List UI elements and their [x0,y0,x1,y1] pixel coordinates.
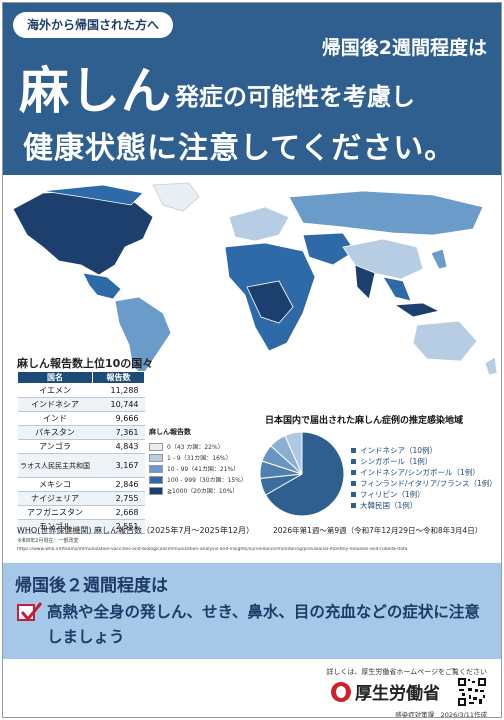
legend-bullet [351,470,356,475]
pie-legend: インドネシア（10例） シンガポール（1例） インドネシア/シンガポール（1例）… [351,445,497,511]
table-row: アフガニスタン 2,668 [17,505,145,520]
who-source: WHO(世界保健機関) 麻しん報告数（2025年7月～2025年12月） [17,526,254,535]
legend-bullet [351,459,356,464]
count-cell: 2,668 [92,505,145,520]
count-cell: 4,843 [92,439,145,454]
legend-bullet [351,492,356,497]
country-cell: モンゴル [17,519,93,534]
advice-heading: 帰国後２週間程度は [15,576,168,596]
pie-chart [259,431,345,517]
audience-badge: 海外から帰国された方へ [13,12,173,38]
pie-legend-item: 大韓民国（1例） [351,500,497,511]
ministry-logo: 厚生労働省 [331,679,440,704]
col-count: 報告数 [92,371,145,384]
count-cell: 7,361 [92,425,145,440]
country-cell: ラオス人民民主共和国 [17,453,93,478]
pie-chart-title: 日本国内で届出された麻しん症例の推定感染地域 [265,416,464,426]
pie-legend-item: シンガポール（1例） [351,456,497,467]
legend-bullet [351,448,356,453]
count-cell: 11,288 [92,383,145,398]
legend-label: 0（43 カ国：22%） [167,444,224,451]
count-cell: 2,755 [92,491,145,506]
table-row: インド 9,666 [17,411,145,426]
table-title: 麻しん報告数上位10の国々 [17,357,154,370]
legend-label: ≧1000（20カ国：10%） [167,488,239,495]
table-row: インドネシア 10,744 [17,397,145,412]
col-country: 国名 [17,371,93,384]
map-legend-row: 0（43 カ国：22%） [149,441,249,452]
source-note: 令和8年2月現在：一部改変 [17,538,79,544]
country-cell: アフガニスタン [17,505,93,520]
count-cell: 2,846 [92,477,145,492]
pie-legend-label: フィリピン（1例） [360,490,425,499]
table-row: ナイジェリア 2,755 [17,491,145,506]
japan-period: 2026年第1週～第9週（令和7年12月29日～令和8年3月4日） [273,526,483,535]
legend-bullet [351,503,356,508]
legend-swatch [149,475,163,484]
world-map-shapes [12,182,498,376]
header-banner: 海外から帰国された方へ 帰国後2週間程度は 麻しん 発症の可能性を考慮し 健康状… [3,3,501,175]
pie-legend-label: インドネシア/シンガポール（1例） [360,468,480,477]
checkbox-icon [17,602,43,622]
source-url[interactable]: https://www.who.int/teams/immunization-v… [17,547,408,552]
pie-legend-label: インドネシア（10例） [360,446,438,455]
country-cell: メキシコ [17,477,93,492]
legend-bullet [351,481,356,486]
map-legend-row: ≧1000（20カ国：10%） [149,485,249,496]
ministry-mark-icon [331,681,351,702]
count-cell: 10,744 [92,397,145,412]
table-row: ラオス人民民主共和国 3,167 [17,453,145,478]
qr-code-icon[interactable] [457,677,487,707]
map-legend: 麻しん報告数 0（43 カ国：22%） 1 - 9（31カ国：16%） 10 -… [149,427,249,496]
map-legend-row: 1 - 9（31カ国：16%） [149,452,249,463]
advice-text: 高熱や全身の発しん、せき、鼻水、目の充血などの症状に注意しましょう [47,603,480,646]
created-date: 感染症対策課 2026/3/11作成 [395,711,487,718]
table-row: アンゴラ 4,843 [17,439,145,454]
count-cell: 2,551 [92,519,145,534]
table-row: メキシコ 2,846 [17,477,145,492]
pie-legend-item: フィンランド/イタリア/フランス（1例） [351,478,497,489]
legend-swatch [149,464,163,473]
advice-panel: 帰国後２週間程度は 高熱や全身の発しん、せき、鼻水、目の充血などの症状に注意しま… [3,563,501,659]
country-cell: ナイジェリア [17,491,93,506]
legend-swatch [149,486,163,495]
pie-legend-label: 大韓民国（1例） [360,501,418,510]
legend-swatch [149,453,163,462]
headline-measles: 麻しん [19,62,172,120]
legend-label: 100 - 999（30カ国：15%） [167,477,247,484]
pie-legend-item: インドネシア/シンガポール（1例） [351,467,497,478]
pie-legend-item: フィリピン（1例） [351,489,497,500]
details-text: 詳しくは、厚生労働省ホームページをご覧ください [326,668,487,676]
count-cell: 3,167 [92,453,145,478]
count-cell: 9,666 [92,411,145,426]
legend-swatch [149,442,163,451]
pie-slice [264,431,345,517]
pie-slice [284,431,303,475]
pie-legend-label: シンガポール（1例） [360,457,433,466]
map-legend-title: 麻しん報告数 [149,428,191,436]
table-row: イエメン 11,288 [17,383,145,398]
table-row: モンゴル 2,551 [17,519,145,534]
ministry-name: 厚生労働省 [355,684,440,704]
top10-table: 国名 報告数 イエメン 11,288 インドネシア 10,744 インド 9,666 … [17,371,145,534]
map-legend-row: 10 - 99（41カ国：21%） [149,463,249,474]
country-cell: イエメン [17,383,93,398]
headline-health: 健康状態に注意してください。 [23,131,456,166]
headline-period: 帰国後2週間程度は [321,37,487,59]
legend-label: 10 - 99（41カ国：21%） [167,466,240,473]
legend-label: 1 - 9（31カ国：16%） [167,455,232,462]
pie-legend-item: インドネシア（10例） [351,445,497,456]
country-cell: インドネシア [17,397,93,412]
country-cell: パキスタン [17,425,93,440]
pie-legend-label: フィンランド/イタリア/フランス（1例） [360,479,497,488]
headline-possibility: 発症の可能性を考慮し [175,83,415,111]
country-cell: インド [17,411,93,426]
map-legend-row: 100 - 999（30カ国：15%） [149,474,249,485]
country-cell: アンゴラ [17,439,93,454]
table-row: パキスタン 7,361 [17,425,145,440]
world-map [12,182,498,376]
